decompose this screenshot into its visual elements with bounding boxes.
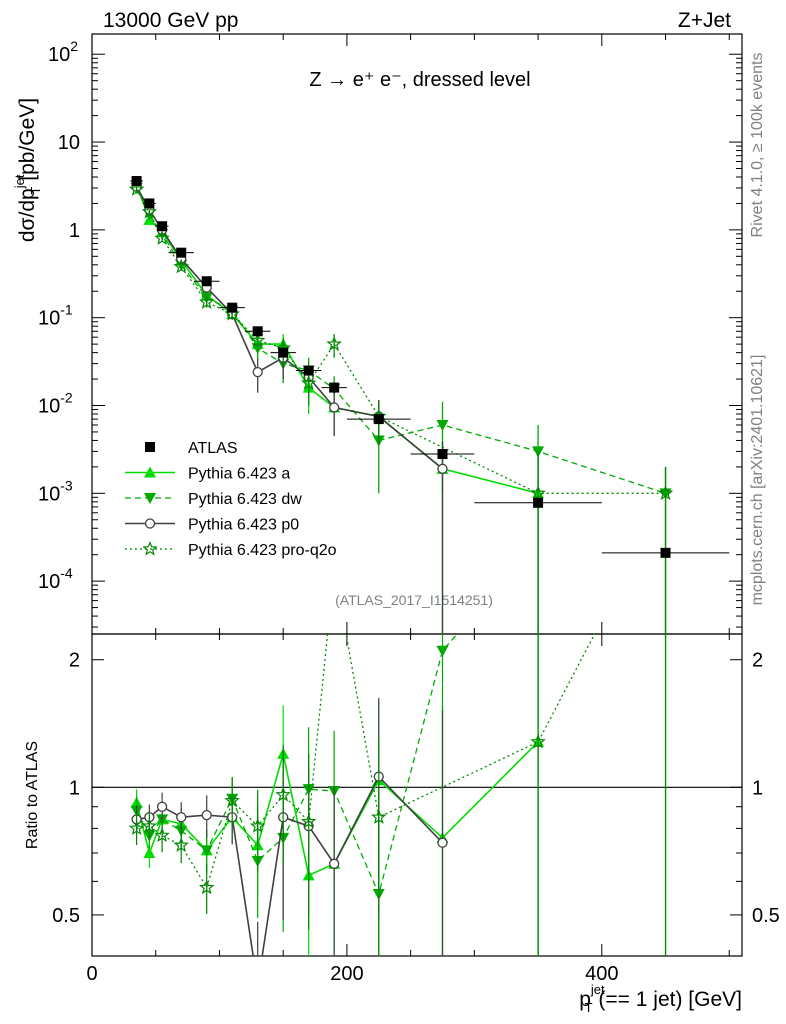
watermark: (ATLAS_2017_I1514251) <box>335 592 493 608</box>
x-tick-label: 200 <box>330 963 363 985</box>
top-ylabel: dσ/dpjetT [pb/GeV] <box>12 98 43 242</box>
ratio-point-p0 <box>329 858 340 869</box>
point-q2o <box>154 230 170 245</box>
data-point <box>437 449 448 460</box>
ratio-point-q2o <box>141 817 158 833</box>
plot-title: Z → e⁺ e⁻, dressed level <box>309 69 530 91</box>
data-point <box>533 497 544 508</box>
point-q2o <box>530 485 546 500</box>
legend-label: Pythia 6.423 pro-q2o <box>188 542 337 559</box>
ratio-point-p0 <box>201 809 212 821</box>
ratio-panel-frame <box>91 633 743 957</box>
point-p0 <box>252 366 263 378</box>
point-q2o <box>326 335 342 351</box>
point-p0 <box>437 463 448 474</box>
ratio-tick-label: 0.5 <box>52 905 80 927</box>
data-point <box>278 347 289 358</box>
data-point <box>227 302 238 313</box>
data-point <box>157 221 168 232</box>
point-q2o <box>198 294 215 309</box>
point-p0 <box>329 402 340 413</box>
ratio-point-q2o <box>328 561 340 573</box>
legend-marker-dw <box>144 493 156 504</box>
point-q2o <box>173 258 189 274</box>
data-point <box>201 276 212 287</box>
ratio-line-dw <box>136 634 458 897</box>
ratio-point-q2o <box>128 820 145 836</box>
ratio-point-p0 <box>437 837 448 848</box>
ratio-tick-label: 2 <box>69 650 80 672</box>
point-q2o <box>300 374 317 390</box>
ratio-point-q2o <box>198 879 215 895</box>
x-tick-label: 0 <box>86 963 97 985</box>
data-point <box>144 198 155 209</box>
legend-label: Pythia 6.423 dw <box>188 491 302 508</box>
point-q2o <box>141 203 158 219</box>
top-y-tick-label: 10 <box>58 132 80 154</box>
series-line-dw <box>136 187 666 494</box>
header-energy: 13000 GeV pp <box>103 9 238 32</box>
ratio-point-q2o <box>275 786 292 802</box>
top-y-tick-label: 10-1 <box>38 302 73 330</box>
top-y-tick-label: 10-3 <box>38 477 73 505</box>
top-y-tick-label: 10-2 <box>38 389 73 417</box>
legend: ATLAS Pythia 6.423 a Pythia 6.423 dw Pythia… <box>125 440 337 559</box>
legend-marker-data <box>145 442 155 452</box>
source-label: mcplots.cern.ch [arXiv:2401.10621] <box>749 355 766 606</box>
ratio-point-q2o <box>300 813 317 829</box>
rivet-label: Rivet 4.1.0, ≥ 100k events <box>749 53 766 238</box>
ratio-point-q2o <box>154 827 170 843</box>
ratio-point-p0 <box>253 981 262 990</box>
legend-label: ATLAS <box>188 440 238 457</box>
series-line-p0 <box>135 186 444 470</box>
ratio-line-a <box>135 741 539 877</box>
ratio-tick-label: 1 <box>752 777 763 799</box>
data-point <box>176 247 187 258</box>
legend-marker-a <box>144 466 156 478</box>
ratio-point-q2o <box>371 809 387 824</box>
ratio-ylabel: Ratio to ATLAS <box>24 741 41 849</box>
ratio-point-dw <box>200 845 213 857</box>
top-y-tick-label: 1 <box>69 220 80 242</box>
data-point <box>131 176 142 187</box>
ratio-point-p0 <box>176 812 187 823</box>
ratio-line-p0 <box>136 775 444 956</box>
x-axis-label: pjet T (== 1 jet) [GeV] <box>579 982 742 1015</box>
ratio-point-a <box>143 846 156 858</box>
ratio-tick-label: 2 <box>752 650 763 672</box>
point-dw <box>436 419 449 431</box>
ratio-tick-label: 0.5 <box>752 905 780 927</box>
ratio-tick-label: 1 <box>69 777 80 799</box>
data-point <box>373 414 384 425</box>
legend-label: Pythia 6.423 a <box>188 466 290 483</box>
data-point <box>252 326 263 337</box>
x-tick-label: 400 <box>585 963 618 985</box>
ratio-point-p0 <box>156 801 168 812</box>
ratio-point-q2o <box>249 817 266 833</box>
ratio-point-q2o <box>530 733 546 749</box>
point-q2o <box>128 181 145 196</box>
ratio-point-q2o <box>224 792 240 808</box>
data-point <box>660 547 671 558</box>
ratio-point-dw <box>436 645 449 657</box>
legend-marker-p0 <box>144 518 156 529</box>
ratio-point-q2o <box>173 837 189 852</box>
point-q2o <box>657 485 674 500</box>
legend-label: Pythia 6.423 p0 <box>188 517 299 534</box>
data-point <box>303 365 314 376</box>
top-y-tick-label: 102 <box>48 38 78 66</box>
legend-marker-q2o <box>142 540 158 556</box>
data-point <box>329 382 340 393</box>
top-y-tick-label: 10-4 <box>38 565 73 593</box>
header-process: Z+Jet <box>678 9 731 32</box>
point-q2o <box>249 332 266 348</box>
